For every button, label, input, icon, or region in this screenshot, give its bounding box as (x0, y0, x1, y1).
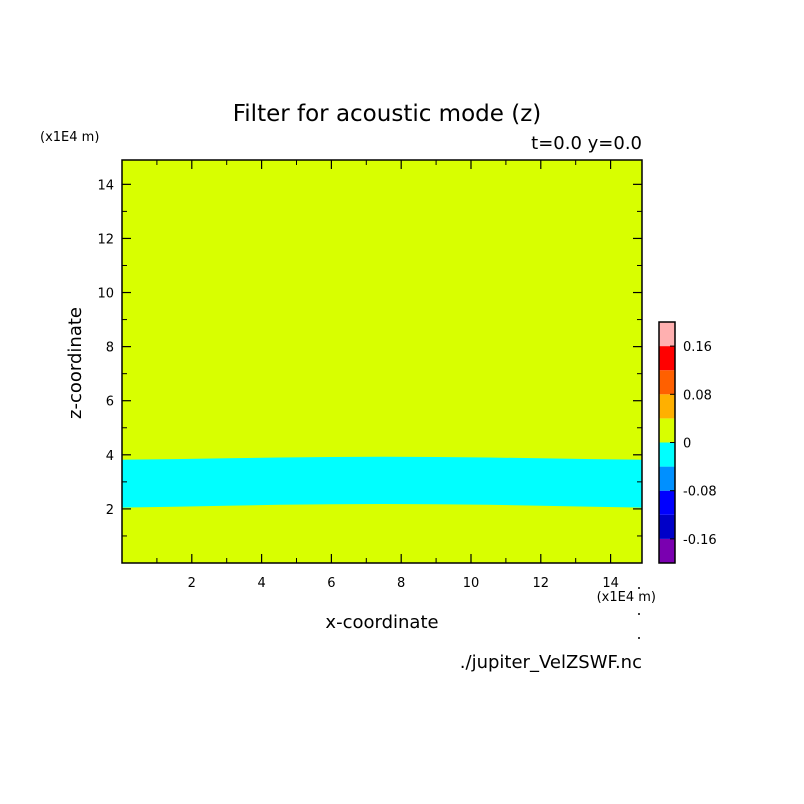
y-tick-label: 12 (97, 232, 114, 247)
colorbar-segment (659, 442, 675, 467)
colorbar-segment (659, 370, 675, 395)
colorbar-segment (659, 466, 675, 491)
decorative-dots (638, 587, 640, 639)
colorbar-segment (659, 514, 675, 539)
plot-border (121, 159, 643, 564)
colorbar-segment (659, 322, 675, 347)
y-axis: 2 4 6 8 10 12 14 (97, 178, 642, 537)
contour-band (122, 456, 642, 508)
colorbar-segment (659, 346, 675, 371)
x-axis-label: x-coordinate (325, 612, 438, 633)
x-tick-label: 10 (463, 576, 480, 591)
x-tick-label: 4 (257, 576, 265, 591)
x-tick-label: 6 (327, 576, 335, 591)
colorbar-tick-label: -0.16 (683, 533, 717, 548)
colorbar-tick-label: 0.08 (683, 388, 712, 403)
x-tick-label: 12 (533, 576, 550, 591)
y-tick-label: 2 (106, 503, 114, 518)
y-tick-label: 14 (97, 178, 114, 193)
colorbar-segment (659, 490, 675, 515)
plot-frame (121, 159, 643, 564)
x-tick-label: 14 (602, 576, 619, 591)
y-tick-label: 6 (106, 395, 114, 410)
y-tick-label: 8 (106, 341, 114, 356)
y-tick-label: 10 (97, 287, 114, 302)
x-tick-label: 2 (188, 576, 196, 591)
source-file-label: ./jupiter_VelZSWF.nc (460, 652, 642, 673)
chart-subtitle: t=0.0 y=0.0 (531, 133, 642, 154)
chart-title: Filter for acoustic mode (z) (233, 101, 542, 127)
x-axis: 2 4 6 8 10 12 14 (156, 160, 619, 591)
y-axis-label: z-coordinate (65, 307, 86, 419)
colorbar: -0.16 -0.08 0 0.08 0.16 (658, 321, 717, 564)
y-tick-label: 4 (106, 449, 114, 464)
colorbar-tick-label: 0.16 (683, 340, 712, 355)
y-axis-unit: (x1E4 m) (40, 130, 99, 145)
colorbar-tick-label: 0 (683, 437, 691, 452)
colorbar-segment (659, 394, 675, 419)
plot-area (122, 160, 642, 563)
x-tick-label: 8 (397, 576, 405, 591)
colorbar-segment (659, 538, 675, 563)
colorbar-segment (659, 418, 675, 443)
x-axis-unit: (x1E4 m) (597, 590, 656, 605)
colorbar-tick-label: -0.08 (683, 485, 717, 500)
